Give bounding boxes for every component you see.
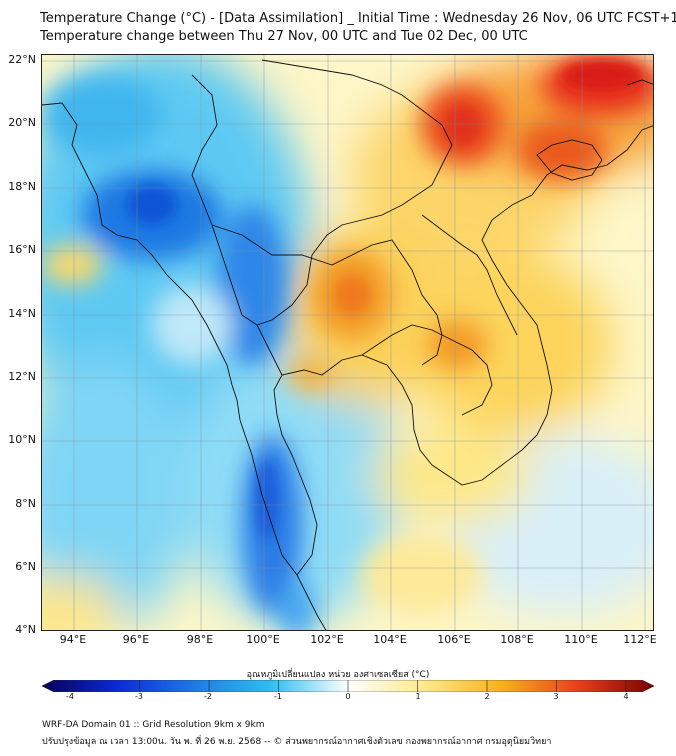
colorbar-tick-minus1: -1 [274, 692, 282, 701]
lon-label-112e: 112°E [623, 633, 657, 646]
colorbar-tick-minus4: -4 [66, 692, 74, 701]
coastlines-and-borders [42, 59, 653, 630]
map-canvas [42, 55, 653, 630]
colorbar-tick-2: 2 [484, 692, 490, 701]
colorbar-tick-4: 4 [623, 692, 629, 701]
colorbar [42, 680, 654, 692]
temperature-change-map [41, 54, 654, 631]
colorbar-tick-3: 3 [553, 692, 559, 701]
lat-label-20n: 20°N [8, 116, 36, 129]
lon-label-96e: 96°E [122, 633, 150, 646]
lat-label-8n: 8°N [15, 497, 36, 510]
footer-update-credit: ปรับปรุงข้อมูล ณ เวลา 13:00น. วัน พ. ที่… [42, 737, 552, 747]
temperature-field-core [127, 60, 642, 540]
lon-label-100e: 100°E [246, 633, 280, 646]
lon-label-104e: 104°E [373, 633, 407, 646]
lon-label-108e: 108°E [500, 633, 534, 646]
lat-label-18n: 18°N [8, 180, 36, 193]
lat-label-6n: 6°N [15, 560, 36, 573]
lat-label-14n: 14°N [8, 307, 36, 320]
colorbar-tick-1: 1 [415, 692, 421, 701]
lat-label-4n: 4°N [15, 623, 36, 636]
colorbar-title: อุณหภูมิเปลี่ยนแปลง หน่วย องศาเซลเซียส (… [246, 670, 430, 680]
temperature-field-detail [42, 55, 653, 630]
lon-label-102e: 102°E [310, 633, 344, 646]
lat-label-16n: 16°N [8, 243, 36, 256]
lon-label-94e: 94°E [59, 633, 87, 646]
lat-label-10n: 10°N [8, 433, 36, 446]
colorbar-tick-0: 0 [345, 692, 351, 701]
lat-label-22n: 22°N [8, 53, 36, 66]
map-title-line1: Temperature Change (°C) - [Data Assimila… [40, 11, 676, 26]
footer-model-info: WRF-DA Domain 01 :: Grid Resolution 9km … [42, 720, 265, 730]
lon-label-106e: 106°E [437, 633, 471, 646]
lon-label-110e: 110°E [564, 633, 598, 646]
colorbar-tick-minus3: -3 [135, 692, 143, 701]
map-gridlines [42, 55, 653, 630]
colorbar-tick-marks [69, 680, 627, 692]
lat-label-12n: 12°N [8, 370, 36, 383]
colorbar-tick-minus2: -2 [204, 692, 212, 701]
lon-label-98e: 98°E [186, 633, 214, 646]
map-title-line2: Temperature change between Thu 27 Nov, 0… [40, 29, 528, 44]
